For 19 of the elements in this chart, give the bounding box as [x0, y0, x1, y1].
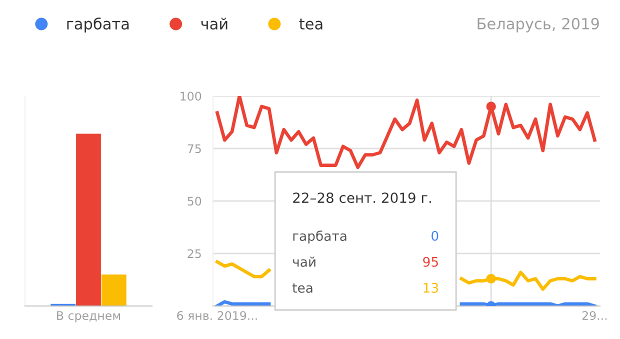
- y-tick-label: 75: [188, 144, 201, 154]
- x-tick-label: 29...: [582, 311, 607, 320]
- legend-label: чай: [201, 18, 228, 30]
- y-tick-label: 50: [188, 196, 202, 206]
- text: гарбата: [293, 230, 346, 244]
- legend-label: гарбата: [67, 17, 129, 33]
- text: чай: [293, 256, 316, 267]
- legend-label: tea: [299, 18, 322, 30]
- y-tick-label: 100: [180, 92, 202, 101]
- chart-subtitle: Беларусь, 2019: [478, 18, 599, 32]
- annotation: 0: [432, 230, 438, 241]
- x-tick-label: 6 янв. 2019...: [177, 311, 257, 320]
- text: tea: [292, 283, 312, 293]
- annotation: 22–28 сент. 2019 г.: [293, 192, 431, 204]
- x-tick-label: В среднем: [57, 311, 120, 322]
- line-series: [216, 96, 596, 170]
- annotation: 95: [423, 256, 438, 267]
- annotation: 13: [424, 282, 438, 293]
- y-tick-label: 25: [188, 249, 201, 258]
